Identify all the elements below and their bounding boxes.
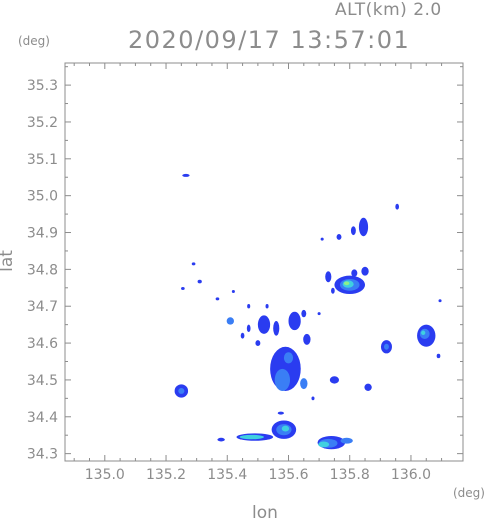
x-axis-label: lon	[252, 503, 278, 523]
echo-cell	[277, 411, 284, 415]
echo-cell	[436, 353, 441, 359]
y-tick-label: 34.9	[27, 226, 58, 242]
echo-cell	[325, 271, 332, 283]
plot-frame	[64, 62, 464, 462]
echo-cell	[255, 340, 261, 347]
tick-layer: 135.0 135.2 135.4 135.6 135.8 136.0 34.3 34.4 34…	[27, 63, 463, 483]
echo-cell	[351, 269, 358, 277]
y-tick-label: 35.3	[27, 78, 58, 94]
x-tick-label: 136.0	[391, 467, 431, 483]
echo-cell	[340, 437, 353, 444]
echo-cell	[301, 309, 307, 318]
echo-cell	[283, 352, 294, 364]
echo-cell	[274, 368, 291, 391]
x-tick-label: 135.2	[146, 467, 186, 483]
y-tick-label: 34.5	[27, 373, 58, 389]
echo-cell	[300, 378, 308, 390]
y-tick-label: 35.2	[27, 115, 58, 131]
echo-cell	[246, 324, 251, 333]
echo-cell	[384, 343, 389, 350]
x-tick-label: 135.4	[207, 467, 247, 483]
echo-cell	[178, 388, 185, 394]
echo-cell	[331, 287, 335, 294]
echo-cell	[288, 311, 301, 331]
echo-cell	[438, 299, 442, 303]
echo-cell	[240, 332, 245, 339]
y-tick-label: 34.8	[27, 262, 58, 278]
y-tick-label: 34.7	[27, 299, 58, 315]
echo-cell	[317, 312, 321, 316]
echo-cell	[421, 330, 426, 335]
x-unit-label: (deg)	[453, 486, 485, 500]
echo-cell	[257, 315, 271, 334]
echo-cell	[197, 279, 202, 284]
echo-cell	[358, 217, 369, 237]
echo-cell	[329, 376, 340, 384]
y-tick-label: 34.6	[27, 336, 58, 352]
echo-cell	[273, 320, 280, 336]
y-tick-label: 35.0	[27, 189, 58, 205]
echo-cell	[231, 290, 235, 293]
echo-cell	[395, 203, 400, 210]
y-unit-label: (deg)	[18, 34, 50, 48]
echo-cell	[350, 226, 356, 236]
x-tick-label: 135.0	[85, 467, 125, 483]
y-tick-label: 34.4	[27, 410, 58, 426]
echo-cell	[311, 396, 315, 401]
echo-cell	[320, 237, 324, 241]
echo-cell	[182, 173, 190, 177]
altitude-label: ALT(km) 2.0	[335, 0, 442, 20]
timestamp-title: 2020/09/17 13:57:01	[128, 26, 411, 54]
echo-cell	[303, 333, 311, 345]
echo-cell	[281, 425, 290, 432]
echo-cell	[247, 304, 251, 309]
echo-cell	[343, 281, 350, 286]
echo-cell	[181, 287, 185, 291]
echo-cell	[265, 304, 269, 309]
echo-cell	[226, 317, 234, 325]
echo-cell	[364, 383, 372, 391]
echo-cell	[191, 262, 196, 266]
echo-cell	[215, 297, 220, 301]
echo-cell	[318, 441, 330, 448]
x-tick-label: 135.6	[268, 467, 308, 483]
y-tick-label: 35.1	[27, 152, 58, 168]
y-tick-label: 34.3	[27, 447, 58, 463]
echo-cell	[361, 266, 369, 276]
echo-cell	[336, 233, 342, 240]
x-tick-label: 135.8	[330, 467, 370, 483]
echo-cell	[217, 437, 225, 442]
echo-layer	[174, 173, 442, 450]
echo-cell	[239, 434, 264, 440]
